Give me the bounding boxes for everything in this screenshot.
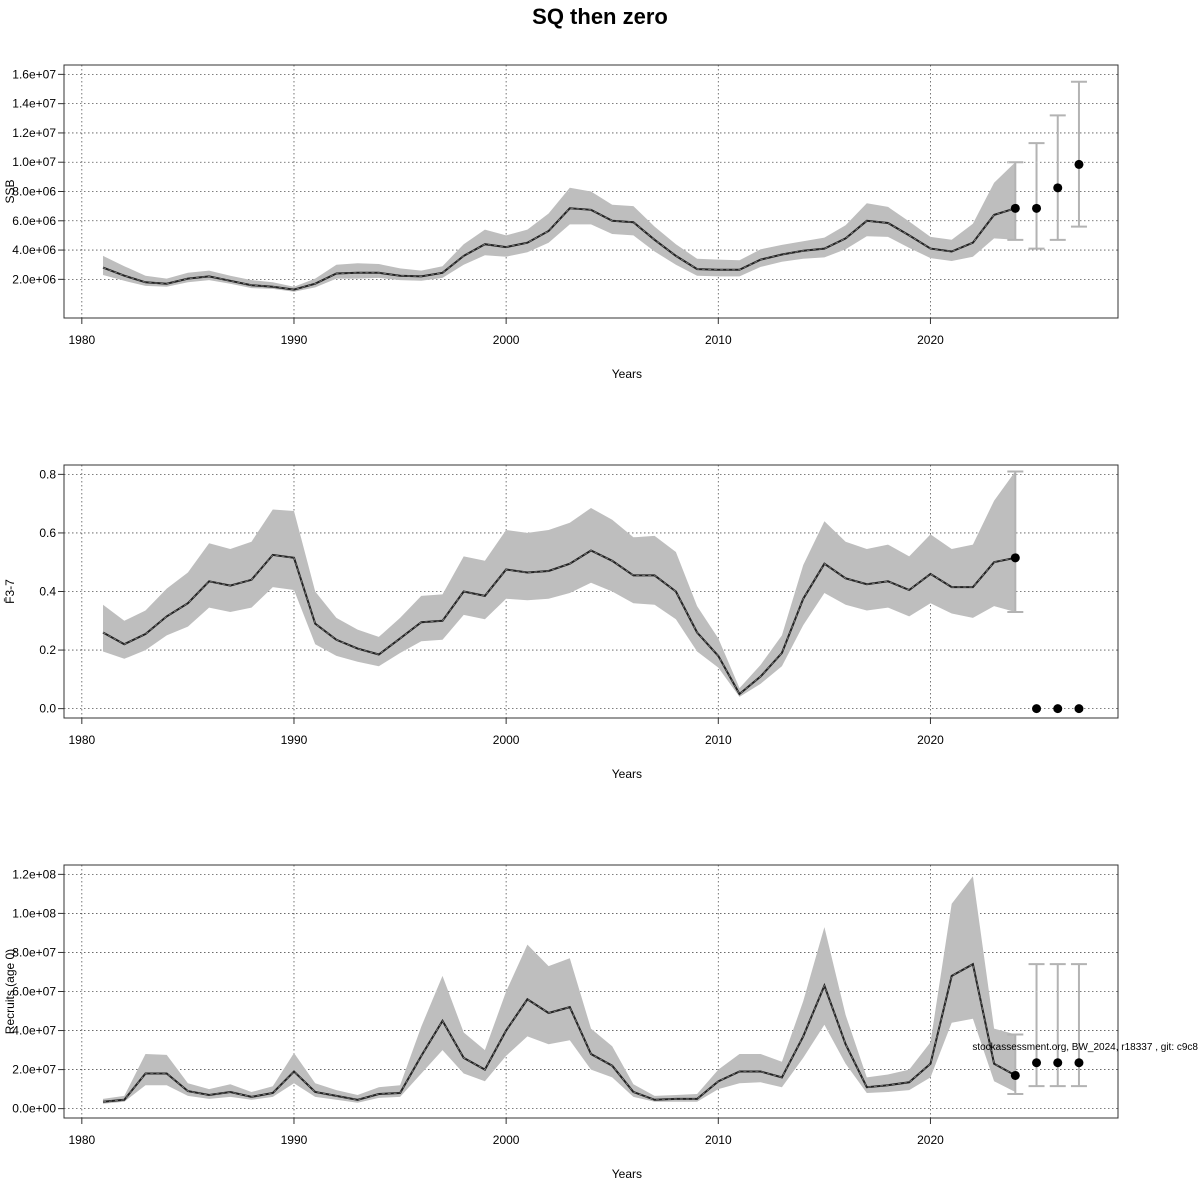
y-tick-label: 1.2e+08 xyxy=(12,867,56,881)
x-tick-label: 1990 xyxy=(281,333,308,347)
x-tick-label: 1980 xyxy=(68,333,95,347)
source-footnote: stockassessment.org, BW_2024, r18337 , g… xyxy=(972,1042,1198,1053)
projection-point xyxy=(1032,704,1042,714)
y-tick-label: 1.4e+07 xyxy=(12,97,56,111)
estimate-line-dashes xyxy=(102,207,1016,290)
projection-point xyxy=(1074,159,1084,169)
x-tick-label: 1980 xyxy=(68,733,95,747)
figure-title: SQ then zero xyxy=(532,4,668,29)
projection-point xyxy=(1010,1070,1020,1080)
y-tick-label: 1.6e+07 xyxy=(12,67,56,81)
y-tick-label: 0.0e+00 xyxy=(12,1102,56,1116)
confidence-band xyxy=(103,162,1016,292)
x-tick-label: 2000 xyxy=(493,1133,520,1147)
x-tick-label: 2010 xyxy=(705,733,732,747)
y-tick-label: 0.0 xyxy=(39,702,56,716)
projection-point xyxy=(1053,1058,1063,1068)
x-tick-label: 2010 xyxy=(705,333,732,347)
x-tick-label: 1980 xyxy=(68,1133,95,1147)
y-tick-label: 4.0e+06 xyxy=(12,243,56,257)
x-tick-label: 2010 xyxy=(705,1133,732,1147)
x-tick-label: 2020 xyxy=(917,733,944,747)
y-tick-label: 8.0e+07 xyxy=(12,945,56,959)
projection-point xyxy=(1074,704,1084,714)
y-tick-label: 6.0e+07 xyxy=(12,985,56,999)
x-axis-label: Years xyxy=(612,367,642,381)
estimate-line-dashes xyxy=(102,963,1016,1103)
projection-point xyxy=(1010,553,1020,563)
estimate-line-dashes xyxy=(102,550,1016,695)
x-tick-label: 2020 xyxy=(917,1133,944,1147)
confidence-band xyxy=(103,876,1016,1104)
y-tick-label: 1.2e+07 xyxy=(12,126,56,140)
fishing-mortality-panel: 1980 1990 2000 2010 2020 0.0 0.2 0.4 0.6 0.8 Years… xyxy=(3,464,1119,781)
recruitment-panel: 1980 1990 2000 2010 2020 0.0e+00 2.0e+07 4.0e+0… xyxy=(3,864,1119,1181)
confidence-band xyxy=(103,471,1016,697)
y-tick-label: 4.0e+07 xyxy=(12,1024,56,1038)
y-tick-label: 2.0e+07 xyxy=(12,1063,56,1077)
x-axis-label: Years xyxy=(612,1167,642,1181)
projection-point xyxy=(1053,704,1063,714)
y-tick-label: 1.0e+07 xyxy=(12,155,56,169)
y-tick-label: 0.6 xyxy=(39,526,56,540)
projection-point xyxy=(1032,1058,1042,1068)
y-tick-label: 2.0e+06 xyxy=(12,272,56,286)
y-axis-label: F̄3-7 xyxy=(3,579,17,604)
y-tick-label: 0.2 xyxy=(39,643,56,657)
ssb-panel: 1980 1990 2000 2010 2020 2.0e+06 4.0e+06 6.0e+0… xyxy=(3,64,1119,381)
y-tick-label: 0.4 xyxy=(39,585,56,599)
projection-point xyxy=(1053,183,1063,193)
y-axis-label: SSB xyxy=(3,179,17,203)
y-tick-label: 0.8 xyxy=(39,467,56,481)
projection-point xyxy=(1010,203,1020,213)
projection-point xyxy=(1074,1058,1084,1068)
y-axis-label: Recruits (age 0) xyxy=(3,949,17,1034)
x-tick-label: 2000 xyxy=(493,733,520,747)
x-axis-label: Years xyxy=(612,767,642,781)
projection-point xyxy=(1032,203,1042,213)
y-tick-label: 8.0e+06 xyxy=(12,185,56,199)
x-tick-label: 2020 xyxy=(917,333,944,347)
x-tick-label: 2000 xyxy=(493,333,520,347)
y-tick-label: 6.0e+06 xyxy=(12,214,56,228)
x-tick-label: 1990 xyxy=(281,733,308,747)
x-tick-label: 1990 xyxy=(281,1133,308,1147)
y-tick-label: 1.0e+08 xyxy=(12,906,56,920)
